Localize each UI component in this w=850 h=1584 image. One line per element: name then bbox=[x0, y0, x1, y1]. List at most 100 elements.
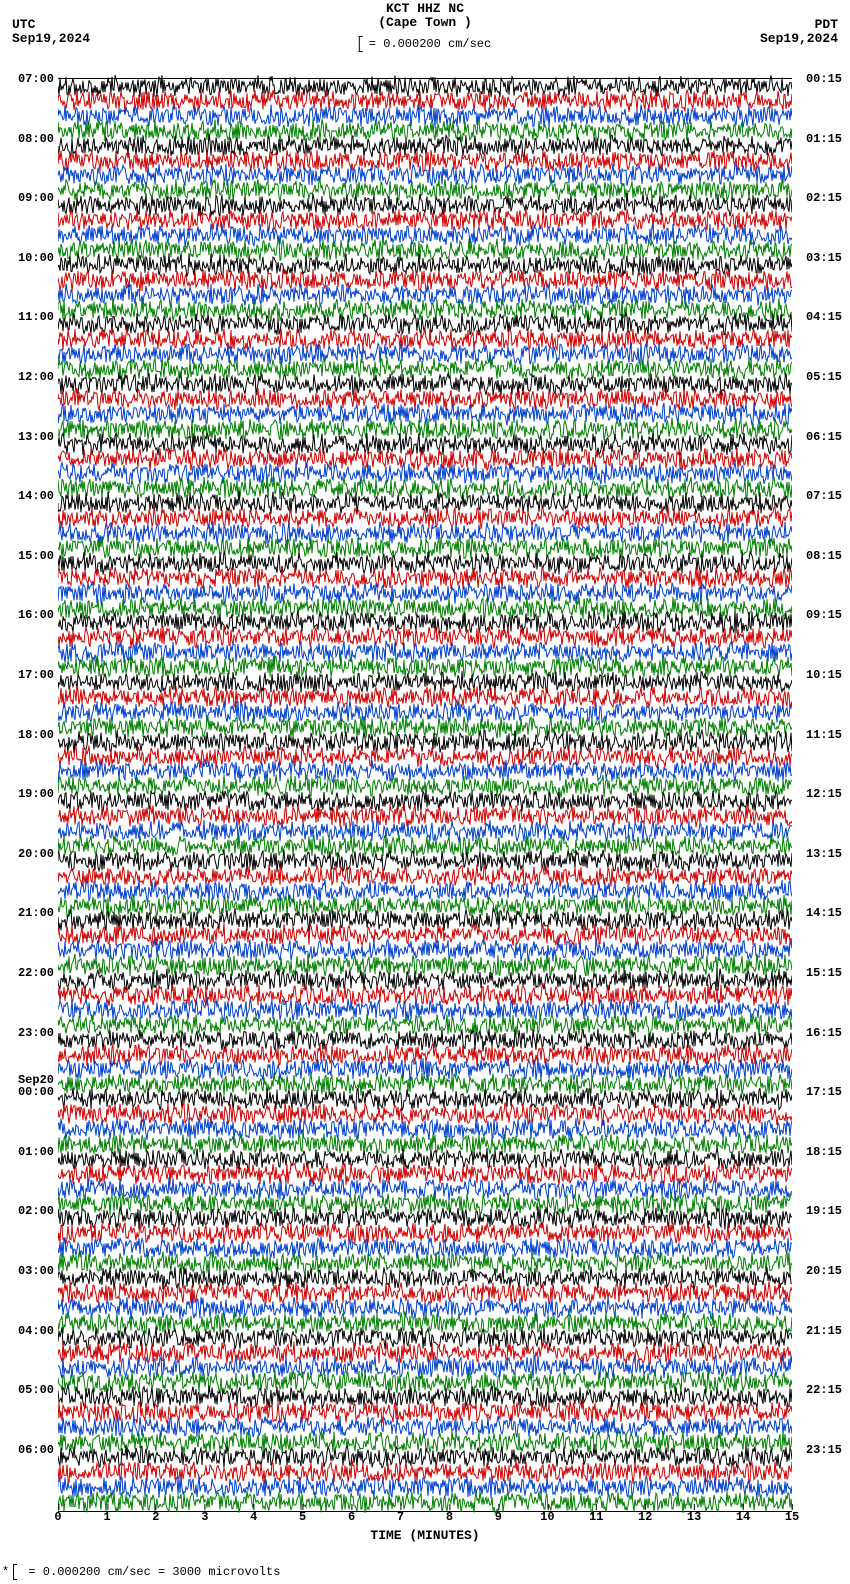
scale-bar-icon bbox=[359, 36, 363, 52]
utc-time-value: 15:00 bbox=[18, 549, 54, 563]
utc-time-value: 17:00 bbox=[18, 668, 54, 682]
pdt-time-label: 21:15 bbox=[806, 1325, 842, 1337]
utc-time-value: 20:00 bbox=[18, 847, 54, 861]
x-tick: 12 bbox=[638, 1510, 652, 1524]
utc-time-value: 21:00 bbox=[18, 906, 54, 920]
x-tick-label: 14 bbox=[736, 1510, 750, 1524]
x-tick: 13 bbox=[687, 1510, 701, 1524]
utc-time-value: 23:00 bbox=[18, 1026, 54, 1040]
utc-time-label: 20:00 bbox=[8, 848, 54, 860]
x-tick-label: 13 bbox=[687, 1510, 701, 1524]
x-tick-label: 4 bbox=[250, 1510, 257, 1524]
x-tick-mark bbox=[401, 1504, 402, 1510]
x-tick-mark bbox=[547, 1504, 548, 1510]
utc-time-label: 12:00 bbox=[8, 371, 54, 383]
title-block: KCT HHZ NC (Cape Town ) bbox=[378, 2, 472, 30]
x-tick: 6 bbox=[348, 1510, 355, 1524]
tz-left-date: Sep19,2024 bbox=[12, 31, 90, 46]
utc-time-label: 22:00 bbox=[8, 967, 54, 979]
footer-text: = 0.000200 cm/sec = 3000 microvolts bbox=[21, 1565, 280, 1579]
utc-time-label: 14:00 bbox=[8, 490, 54, 502]
x-tick-label: 1 bbox=[103, 1510, 110, 1524]
tz-left: UTC Sep19,2024 bbox=[12, 18, 90, 46]
header: UTC Sep19,2024 KCT HHZ NC (Cape Town ) =… bbox=[0, 0, 850, 70]
x-tick-mark bbox=[743, 1504, 744, 1510]
x-tick: 7 bbox=[397, 1510, 404, 1524]
x-tick-label: 12 bbox=[638, 1510, 652, 1524]
utc-time-label: 10:00 bbox=[8, 252, 54, 264]
x-tick: 10 bbox=[540, 1510, 554, 1524]
utc-time-value: 07:00 bbox=[18, 72, 54, 86]
utc-time-label: 02:00 bbox=[8, 1205, 54, 1217]
x-tick-mark bbox=[596, 1504, 597, 1510]
utc-time-label: 13:00 bbox=[8, 431, 54, 443]
utc-time-value: 05:00 bbox=[18, 1383, 54, 1397]
utc-time-label: 17:00 bbox=[8, 669, 54, 681]
pdt-time-label: 10:15 bbox=[806, 669, 842, 681]
tz-right-date: Sep19,2024 bbox=[760, 31, 838, 46]
x-tick-label: 10 bbox=[540, 1510, 554, 1524]
pdt-time-label: 22:15 bbox=[806, 1384, 842, 1396]
x-tick-mark bbox=[156, 1504, 157, 1510]
x-tick-mark bbox=[303, 1504, 304, 1510]
x-tick-label: 9 bbox=[495, 1510, 502, 1524]
x-tick: 14 bbox=[736, 1510, 750, 1524]
utc-time-label: 08:00 bbox=[8, 133, 54, 145]
seismogram-container: UTC Sep19,2024 KCT HHZ NC (Cape Town ) =… bbox=[0, 0, 850, 1584]
pdt-time-label: 23:15 bbox=[806, 1444, 842, 1456]
utc-time-value: 22:00 bbox=[18, 966, 54, 980]
x-tick: 8 bbox=[446, 1510, 453, 1524]
x-tick-mark bbox=[58, 1504, 59, 1510]
x-tick-label: 11 bbox=[589, 1510, 603, 1524]
x-tick-mark bbox=[254, 1504, 255, 1510]
x-tick-mark bbox=[498, 1504, 499, 1510]
pdt-time-label: 03:15 bbox=[806, 252, 842, 264]
x-tick-label: 3 bbox=[201, 1510, 208, 1524]
pdt-time-label: 08:15 bbox=[806, 550, 842, 562]
pdt-time-label: 19:15 bbox=[806, 1205, 842, 1217]
utc-time-value: 19:00 bbox=[18, 787, 54, 801]
station-title: KCT HHZ NC bbox=[378, 2, 472, 16]
x-tick: 0 bbox=[54, 1510, 61, 1524]
x-tick-mark bbox=[352, 1504, 353, 1510]
utc-time-value: 12:00 bbox=[18, 370, 54, 384]
x-tick-label: 2 bbox=[152, 1510, 159, 1524]
pdt-time-label: 14:15 bbox=[806, 907, 842, 919]
utc-time-label: 04:00 bbox=[8, 1325, 54, 1337]
x-tick-label: 5 bbox=[299, 1510, 306, 1524]
pdt-time-label: 16:15 bbox=[806, 1027, 842, 1039]
x-tick-label: 0 bbox=[54, 1510, 61, 1524]
scale-label: = 0.000200 cm/sec bbox=[369, 37, 491, 51]
utc-time-value: 04:00 bbox=[18, 1324, 54, 1338]
utc-time-label: 06:00 bbox=[8, 1444, 54, 1456]
utc-time-label: 15:00 bbox=[8, 550, 54, 562]
pdt-time-label: 06:15 bbox=[806, 431, 842, 443]
utc-time-label: 18:00 bbox=[8, 729, 54, 741]
location-title: (Cape Town ) bbox=[378, 16, 472, 30]
pdt-time-label: 12:15 bbox=[806, 788, 842, 800]
x-tick: 1 bbox=[103, 1510, 110, 1524]
utc-time-value: 16:00 bbox=[18, 608, 54, 622]
x-tick-label: 7 bbox=[397, 1510, 404, 1524]
pdt-time-label: 05:15 bbox=[806, 371, 842, 383]
x-tick-mark bbox=[645, 1504, 646, 1510]
pdt-time-label: 04:15 bbox=[806, 311, 842, 323]
scale-indicator: = 0.000200 cm/sec bbox=[359, 36, 491, 52]
utc-time-label: 21:00 bbox=[8, 907, 54, 919]
x-tick-mark bbox=[449, 1504, 450, 1510]
utc-time-label: 19:00 bbox=[8, 788, 54, 800]
x-tick: 5 bbox=[299, 1510, 306, 1524]
pdt-time-label: 09:15 bbox=[806, 609, 842, 621]
pdt-time-label: 07:15 bbox=[806, 490, 842, 502]
pdt-time-label: 15:15 bbox=[806, 967, 842, 979]
x-tick: 2 bbox=[152, 1510, 159, 1524]
utc-time-value: 18:00 bbox=[18, 728, 54, 742]
x-axis: TIME (MINUTES) 0123456789101112131415 bbox=[58, 1510, 792, 1550]
pdt-time-label: 20:15 bbox=[806, 1265, 842, 1277]
pdt-time-label: 00:15 bbox=[806, 73, 842, 85]
x-tick-label: 15 bbox=[785, 1510, 799, 1524]
x-tick-mark bbox=[694, 1504, 695, 1510]
utc-time-value: 13:00 bbox=[18, 430, 54, 444]
x-axis-title: TIME (MINUTES) bbox=[370, 1528, 479, 1543]
utc-time-value: 03:00 bbox=[18, 1264, 54, 1278]
